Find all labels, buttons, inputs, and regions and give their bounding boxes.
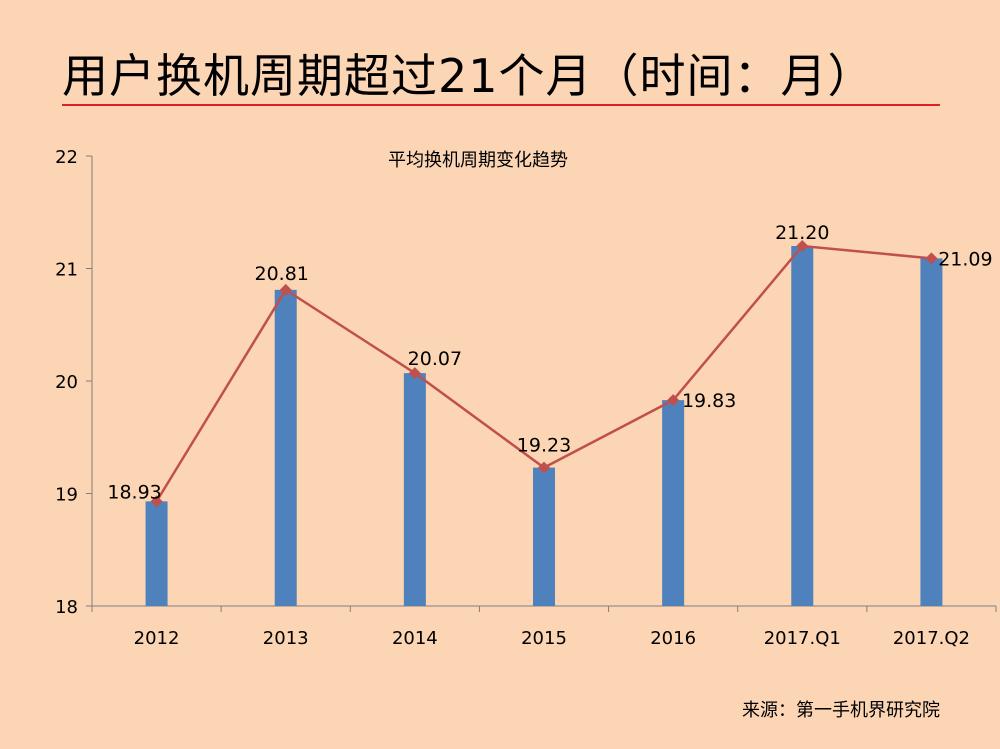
x-tick-label: 2017.Q1 [764,628,841,649]
bar [403,373,426,606]
bar [145,501,168,606]
line-marker [538,461,550,474]
slide-title: 用户换机周期超过21个月（时间：月） [62,49,875,103]
data-label: 20.81 [255,263,309,285]
x-tick-label: 2013 [263,628,309,649]
bar [533,467,555,606]
line-marker [667,394,680,407]
line-marker [925,252,938,265]
y-tick-label: 20 [55,372,78,393]
data-label: 19.83 [682,390,736,412]
line-marker [408,367,421,380]
x-tick-label: 2017.Q2 [893,628,970,649]
data-label: 21.20 [775,222,829,244]
data-label: 20.07 [408,348,462,370]
y-tick-label: 21 [55,260,78,281]
y-tick-label: 22 [55,147,78,168]
data-label: 18.93 [107,481,161,503]
bar [274,289,297,606]
data-label: 21.09 [938,248,992,270]
x-tick-label: 2015 [521,628,567,649]
title-underline [62,104,940,106]
chart-axes: 18 19 20 21 22 2012 2013 2014 2015 2016 2017.Q1 201… [55,147,997,649]
data-label: 19.23 [517,435,571,457]
x-tick-label: 2016 [650,628,696,649]
source-note: 来源：第一手机界研究院 [742,700,940,721]
y-tick-label: 19 [55,485,78,506]
line-marker [150,495,163,508]
x-tick-label: 2012 [134,628,180,649]
bar [662,400,685,606]
bar [791,246,814,606]
line-marker [796,240,809,252]
line-marker [279,283,292,296]
bar [920,258,943,606]
y-tick-label: 18 [55,597,78,618]
x-tick-label: 2014 [392,628,438,649]
data-labels: 18.93 20.81 20.07 19.23 19.83 21.20 21.09 [107,222,992,503]
chart-title: 平均换机周期变化趋势 [388,150,568,171]
line-series [150,240,938,508]
bar-series [145,246,943,606]
